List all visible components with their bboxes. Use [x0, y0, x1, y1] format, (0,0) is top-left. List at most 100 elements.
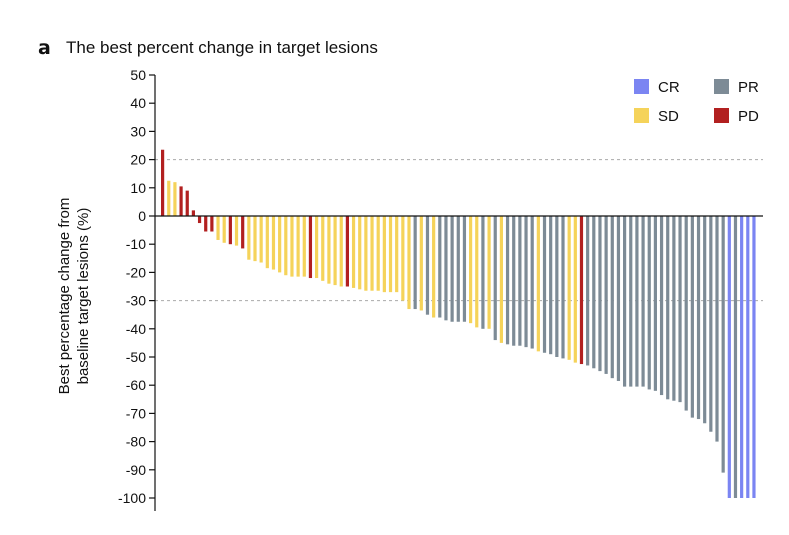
- legend-label-pd: PD: [738, 108, 759, 125]
- y-tick-label: 40: [130, 95, 146, 111]
- bar: [376, 216, 380, 291]
- bar: [278, 216, 282, 273]
- bar: [586, 216, 590, 366]
- bar: [191, 210, 195, 216]
- y-axis: 50 40 30 20 10 0 -10 -20 -30 -40 -50 -60 -70 -80 -90 -1…: [118, 67, 763, 511]
- y-tick-label: -80: [126, 434, 146, 450]
- bars: [161, 149, 756, 498]
- bar: [727, 216, 731, 498]
- bar: [678, 216, 682, 403]
- bar: [721, 216, 725, 473]
- bar: [561, 216, 565, 359]
- bar: [555, 216, 559, 357]
- bar: [456, 216, 460, 322]
- bar: [518, 216, 522, 346]
- bar: [259, 216, 263, 263]
- bar: [659, 216, 664, 396]
- bar: [228, 216, 232, 245]
- y-tick-label: 10: [130, 180, 146, 196]
- bar: [197, 216, 202, 224]
- chart-title: The best percent change in target lesion…: [66, 38, 378, 57]
- bar: [216, 216, 220, 240]
- bar: [321, 216, 325, 281]
- bar: [327, 216, 331, 284]
- bar: [536, 216, 540, 352]
- y-tick-label: -90: [126, 462, 146, 478]
- legend-label-sd: SD: [658, 108, 679, 125]
- bar: [450, 216, 454, 322]
- bar: [247, 216, 251, 260]
- bar: [284, 216, 288, 276]
- bar: [382, 216, 386, 293]
- bar: [715, 216, 719, 442]
- bar: [419, 216, 423, 311]
- bar: [573, 216, 577, 363]
- bar: [746, 216, 750, 498]
- y-tick-label: 50: [130, 67, 146, 83]
- legend: CR PR SD PD: [634, 79, 759, 125]
- y-tick-label: 30: [130, 123, 146, 139]
- legend-label-pr: PR: [738, 79, 759, 96]
- legend-label-cr: CR: [658, 79, 680, 96]
- y-tick-label: -20: [126, 264, 146, 280]
- bar: [222, 216, 226, 243]
- y-tick-label: -40: [126, 321, 146, 337]
- bar: [179, 186, 183, 216]
- y-tick-label: 0: [138, 208, 146, 224]
- panel-letter: a: [38, 37, 51, 59]
- y-tick-label: 20: [130, 152, 146, 168]
- bar: [542, 216, 547, 353]
- bar: [672, 216, 676, 401]
- bar: [370, 216, 374, 291]
- bar: [351, 216, 356, 288]
- bar: [161, 149, 165, 216]
- bar: [647, 216, 651, 390]
- bar: [740, 216, 744, 498]
- bar: [444, 216, 448, 321]
- bar: [358, 216, 362, 290]
- bar: [167, 180, 171, 216]
- bar: [302, 216, 306, 277]
- bar: [413, 216, 417, 310]
- bar: [185, 190, 189, 216]
- bar: [253, 216, 257, 262]
- bar: [616, 216, 621, 381]
- bar: [696, 216, 701, 420]
- y-tick-label: -70: [126, 405, 146, 421]
- bar: [481, 216, 485, 329]
- bar: [388, 216, 393, 293]
- bar: [265, 216, 269, 269]
- bar: [709, 216, 713, 432]
- y-tick-label: -50: [126, 349, 146, 365]
- legend-swatch-pr: [714, 79, 729, 94]
- bar: [733, 216, 738, 498]
- bar: [395, 216, 399, 293]
- bar: [333, 216, 337, 286]
- bar: [530, 216, 534, 349]
- y-tick-label: -60: [126, 377, 146, 393]
- bar: [204, 216, 208, 232]
- bar: [241, 216, 245, 249]
- bar: [296, 216, 300, 277]
- bar: [684, 216, 688, 411]
- bar: [629, 216, 633, 387]
- bar: [339, 216, 343, 287]
- bar: [487, 216, 491, 329]
- bar: [512, 216, 516, 346]
- bar: [598, 216, 602, 372]
- bar: [469, 216, 473, 324]
- bar: [499, 216, 503, 343]
- bar: [752, 216, 756, 498]
- bar: [462, 216, 467, 322]
- y-tick-label: -100: [118, 490, 146, 506]
- bar: [524, 216, 528, 348]
- bar: [592, 216, 596, 369]
- bar: [623, 216, 627, 387]
- bar: [635, 216, 639, 387]
- bar: [315, 216, 319, 279]
- y-tick-label: -30: [126, 293, 146, 309]
- legend-swatch-cr: [634, 79, 649, 94]
- bar: [604, 216, 608, 374]
- bar: [407, 216, 411, 310]
